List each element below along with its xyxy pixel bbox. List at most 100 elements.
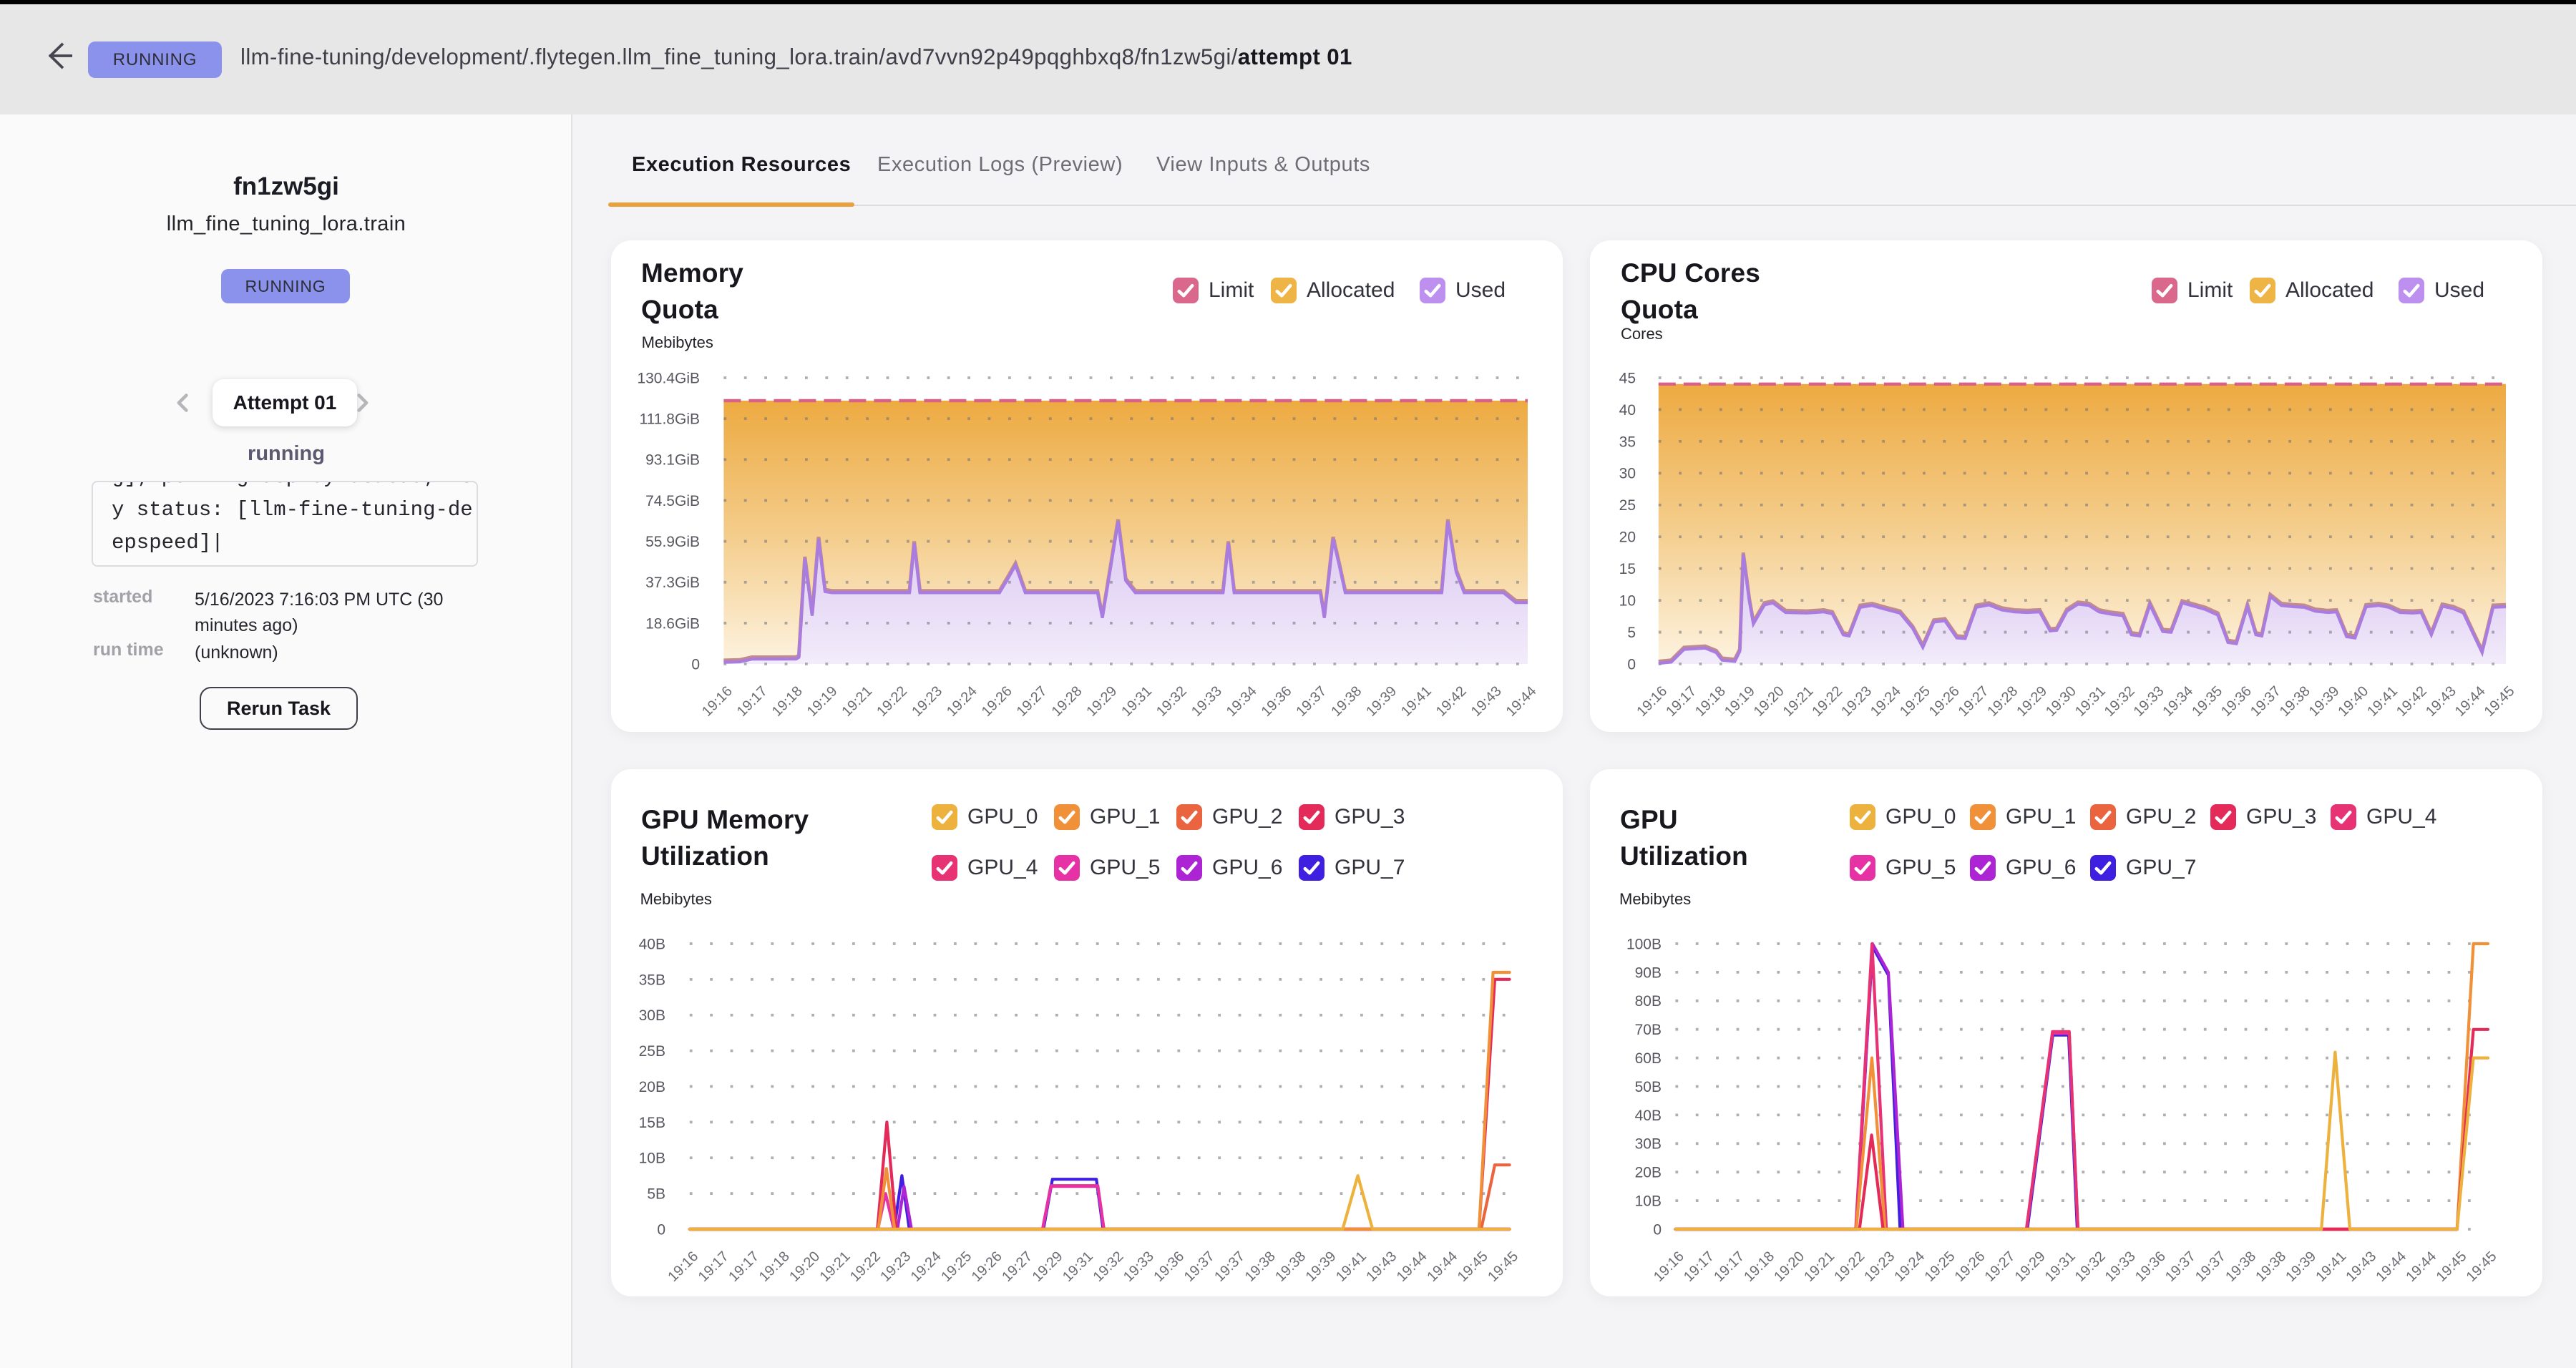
svg-text:19:18: 19:18 [1692, 683, 1729, 720]
svg-text:19:36: 19:36 [2218, 683, 2255, 720]
svg-text:19:37: 19:37 [2192, 1249, 2229, 1285]
svg-text:19:41: 19:41 [2313, 1249, 2349, 1285]
svg-text:19:17: 19:17 [696, 1249, 732, 1285]
svg-text:19:16: 19:16 [1651, 1249, 1687, 1285]
svg-text:19:24: 19:24 [944, 683, 980, 720]
svg-text:19:42: 19:42 [1433, 683, 1470, 720]
svg-text:19:19: 19:19 [1722, 683, 1758, 720]
svg-text:19:27: 19:27 [1014, 683, 1050, 720]
svg-text:30: 30 [1619, 466, 1636, 482]
svg-text:0: 0 [1627, 656, 1636, 673]
svg-text:19:43: 19:43 [1363, 1249, 1400, 1285]
svg-text:19:32: 19:32 [2102, 683, 2138, 720]
svg-text:50B: 50B [1635, 1079, 1662, 1095]
svg-text:30B: 30B [639, 1007, 665, 1024]
svg-text:15B: 15B [639, 1115, 665, 1131]
svg-text:35: 35 [1619, 434, 1636, 450]
svg-text:19:16: 19:16 [699, 683, 736, 720]
svg-text:19:23: 19:23 [1838, 683, 1875, 720]
svg-text:19:23: 19:23 [877, 1249, 914, 1285]
svg-text:19:22: 19:22 [847, 1249, 884, 1285]
svg-text:55.9GiB: 55.9GiB [645, 534, 700, 550]
svg-text:19:17: 19:17 [726, 1249, 762, 1285]
svg-text:20: 20 [1619, 529, 1636, 546]
svg-text:19:22: 19:22 [1809, 683, 1845, 720]
svg-text:19:39: 19:39 [1363, 683, 1400, 720]
svg-text:19:37: 19:37 [1211, 1249, 1248, 1285]
svg-text:19:45: 19:45 [1485, 1249, 1521, 1285]
svg-text:19:32: 19:32 [2072, 1249, 2109, 1285]
svg-text:19:38: 19:38 [2223, 1249, 2259, 1285]
svg-text:19:22: 19:22 [874, 683, 910, 720]
svg-text:19:37: 19:37 [2248, 683, 2284, 720]
svg-text:19:44: 19:44 [2452, 683, 2489, 720]
svg-text:40B: 40B [1635, 1108, 1662, 1124]
svg-text:19:21: 19:21 [839, 683, 875, 720]
svg-text:19:21: 19:21 [817, 1249, 854, 1285]
svg-text:19:22: 19:22 [1831, 1249, 1868, 1285]
svg-text:70B: 70B [1635, 1022, 1662, 1038]
svg-text:19:33: 19:33 [1189, 683, 1225, 720]
svg-text:10B: 10B [639, 1150, 665, 1167]
svg-text:5: 5 [1627, 625, 1636, 641]
svg-text:5B: 5B [647, 1186, 665, 1203]
svg-text:19:26: 19:26 [1952, 1249, 1989, 1285]
svg-text:19:27: 19:27 [1956, 683, 1992, 720]
svg-text:19:20: 19:20 [1771, 1249, 1807, 1285]
svg-text:19:18: 19:18 [756, 1249, 793, 1285]
svg-text:130.4GiB: 130.4GiB [637, 370, 700, 386]
svg-text:19:17: 19:17 [1663, 683, 1699, 720]
svg-text:60B: 60B [1635, 1050, 1662, 1067]
svg-text:37.3GiB: 37.3GiB [645, 575, 700, 591]
svg-text:19:28: 19:28 [1984, 683, 2021, 720]
svg-text:19:41: 19:41 [1333, 1249, 1370, 1285]
svg-text:20B: 20B [1635, 1165, 1662, 1181]
svg-text:19:16: 19:16 [665, 1249, 701, 1285]
svg-text:10: 10 [1619, 593, 1636, 610]
svg-text:90B: 90B [1635, 964, 1662, 981]
svg-text:0: 0 [657, 1221, 665, 1238]
svg-text:19:44: 19:44 [1394, 1249, 1430, 1285]
svg-text:19:18: 19:18 [769, 683, 806, 720]
svg-text:19:26: 19:26 [969, 1249, 1005, 1285]
svg-text:19:33: 19:33 [2102, 1249, 2139, 1285]
svg-text:19:34: 19:34 [2160, 683, 2196, 720]
svg-text:19:31: 19:31 [2042, 1249, 2079, 1285]
svg-text:19:16: 19:16 [1634, 683, 1670, 720]
svg-text:45: 45 [1619, 370, 1636, 386]
svg-text:19:20: 19:20 [786, 1249, 823, 1285]
svg-text:19:39: 19:39 [2306, 683, 2343, 720]
svg-text:19:45: 19:45 [1455, 1249, 1491, 1285]
svg-text:19:44: 19:44 [2403, 1249, 2439, 1285]
svg-text:19:18: 19:18 [1741, 1249, 1777, 1285]
svg-text:19:41: 19:41 [2364, 683, 2401, 720]
svg-text:19:27: 19:27 [1982, 1249, 2019, 1285]
svg-text:19:36: 19:36 [2132, 1249, 2169, 1285]
svg-text:19:34: 19:34 [1224, 683, 1260, 720]
svg-text:19:27: 19:27 [999, 1249, 1035, 1285]
svg-text:19:17: 19:17 [1711, 1249, 1747, 1285]
svg-text:19:25: 19:25 [1897, 683, 1933, 720]
svg-text:19:25: 19:25 [1922, 1249, 1958, 1285]
svg-text:19:23: 19:23 [909, 683, 945, 720]
svg-text:35B: 35B [639, 972, 665, 988]
svg-text:19:38: 19:38 [2253, 1249, 2289, 1285]
svg-text:19:21: 19:21 [1801, 1249, 1838, 1285]
svg-text:19:43: 19:43 [1468, 683, 1505, 720]
svg-text:19:17: 19:17 [734, 683, 771, 720]
svg-text:19:20: 19:20 [1751, 683, 1787, 720]
svg-text:19:35: 19:35 [2189, 683, 2225, 720]
svg-text:19:24: 19:24 [1891, 1249, 1928, 1285]
svg-text:19:31: 19:31 [1118, 683, 1155, 720]
svg-text:19:37: 19:37 [1293, 683, 1330, 720]
svg-text:0: 0 [691, 656, 700, 673]
svg-text:19:36: 19:36 [1151, 1249, 1187, 1285]
svg-text:19:40: 19:40 [2335, 683, 2371, 720]
svg-text:93.1GiB: 93.1GiB [645, 452, 700, 469]
svg-text:19:30: 19:30 [2043, 683, 2079, 720]
svg-text:19:31: 19:31 [2072, 683, 2109, 720]
svg-text:111.8GiB: 111.8GiB [640, 411, 700, 428]
svg-text:19:36: 19:36 [1259, 683, 1295, 720]
svg-text:19:21: 19:21 [1780, 683, 1817, 720]
svg-text:19:37: 19:37 [1181, 1249, 1218, 1285]
